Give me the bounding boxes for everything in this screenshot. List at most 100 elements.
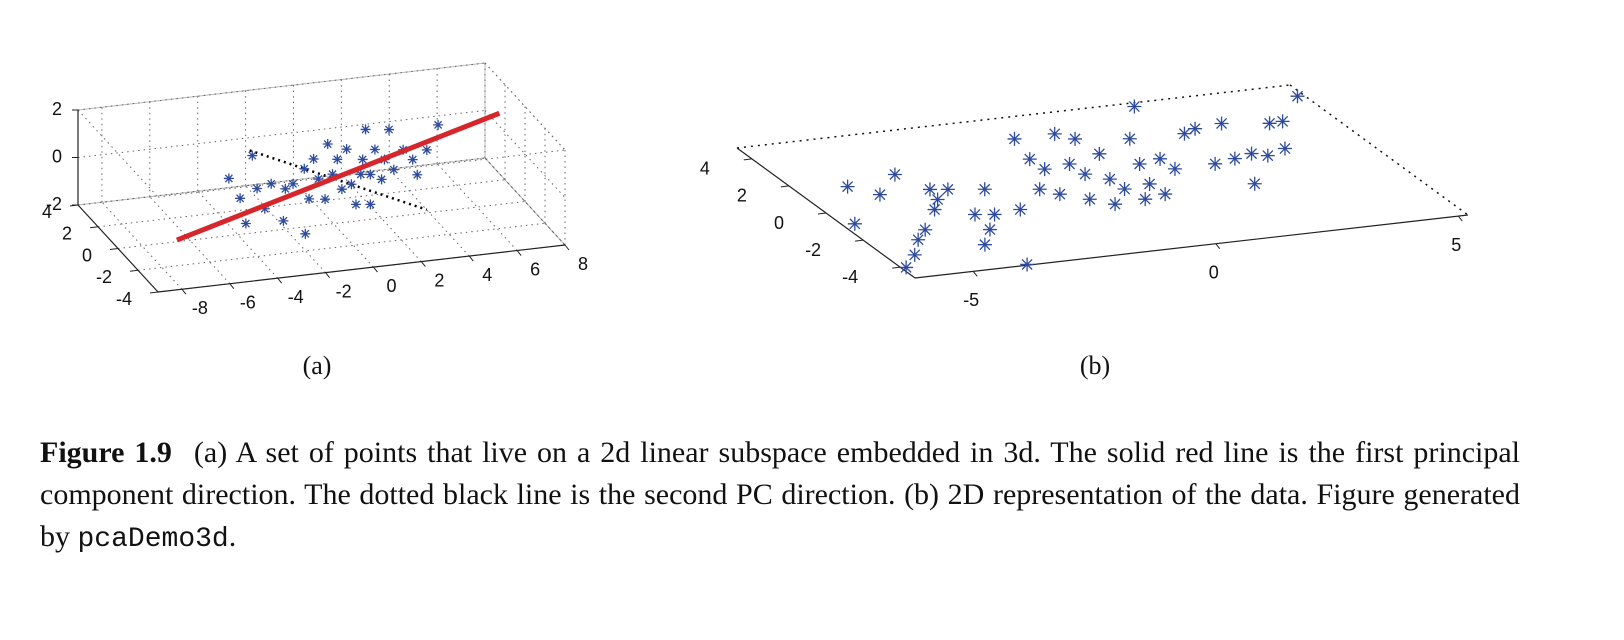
tick-mark bbox=[89, 226, 99, 229]
data-point bbox=[235, 193, 246, 204]
data-point bbox=[278, 215, 289, 226]
data-point bbox=[940, 182, 955, 197]
data-point bbox=[982, 222, 997, 237]
data-point bbox=[977, 237, 992, 252]
tick-mark bbox=[817, 212, 827, 215]
x-tick-label: 8 bbox=[578, 254, 588, 274]
data-point bbox=[1082, 192, 1097, 207]
tick-mark bbox=[972, 271, 978, 277]
data-point bbox=[421, 144, 432, 155]
data-point bbox=[1277, 141, 1292, 156]
data-point bbox=[360, 124, 371, 135]
data-point bbox=[918, 222, 933, 237]
x-tick-label: 5 bbox=[1451, 235, 1461, 255]
y-tick-label: 4 bbox=[700, 159, 710, 179]
second-pc-line bbox=[249, 149, 428, 211]
data-point bbox=[987, 207, 1002, 222]
data-point bbox=[346, 179, 357, 190]
data-point bbox=[332, 154, 343, 165]
data-point bbox=[341, 144, 352, 155]
data-point bbox=[369, 144, 380, 155]
first-pc-line bbox=[175, 110, 501, 243]
x-tick-label: -2 bbox=[336, 281, 352, 301]
y-tick-label: -2 bbox=[96, 267, 112, 287]
grid-line bbox=[101, 201, 183, 290]
tick-mark bbox=[420, 261, 426, 267]
tick-mark bbox=[855, 239, 864, 242]
tick-mark bbox=[109, 248, 119, 250]
data-point bbox=[1007, 131, 1022, 146]
y-tick-label: 4 bbox=[42, 202, 52, 222]
data-point bbox=[299, 163, 310, 174]
data-point bbox=[365, 169, 376, 180]
grid-line bbox=[77, 157, 486, 206]
tick-mark bbox=[1457, 215, 1463, 222]
data-point bbox=[1020, 257, 1035, 272]
data-point bbox=[357, 154, 368, 165]
data-point bbox=[313, 174, 324, 185]
data-point bbox=[1047, 126, 1062, 141]
data-point bbox=[300, 228, 311, 239]
tick-mark bbox=[277, 277, 283, 284]
data-point bbox=[1052, 187, 1067, 202]
tick-mark bbox=[743, 158, 752, 161]
y-tick-label: -4 bbox=[842, 267, 858, 287]
caption-end: . bbox=[228, 520, 237, 553]
data-point bbox=[1117, 182, 1132, 197]
tick-mark bbox=[468, 255, 474, 262]
data-point bbox=[1102, 172, 1117, 187]
data-point bbox=[1167, 161, 1182, 176]
data-point bbox=[1244, 146, 1259, 161]
panel-label: (b) bbox=[1080, 351, 1110, 380]
tick-mark bbox=[892, 266, 901, 269]
data-point bbox=[288, 178, 299, 189]
tick-mark bbox=[564, 244, 570, 251]
data-point bbox=[1227, 151, 1242, 166]
data-point bbox=[1290, 89, 1305, 104]
data-point bbox=[1260, 148, 1275, 163]
x-tick-label: -4 bbox=[288, 287, 304, 307]
data-point bbox=[1153, 151, 1168, 166]
data-point bbox=[376, 174, 387, 185]
data-point bbox=[977, 182, 992, 197]
box-edge bbox=[77, 109, 159, 198]
y-tick-label: 0 bbox=[774, 213, 784, 233]
data-point bbox=[1062, 156, 1077, 171]
data-point bbox=[252, 183, 263, 194]
data-point bbox=[350, 199, 361, 210]
caption-text: (a) A set of points that live on a 2d li… bbox=[40, 436, 1520, 553]
data-point bbox=[320, 194, 331, 205]
data-point bbox=[412, 169, 423, 180]
data-point bbox=[433, 119, 444, 130]
x-tick-label: 6 bbox=[530, 259, 540, 279]
x-tick-label: 2 bbox=[434, 270, 444, 290]
data-point bbox=[840, 179, 855, 194]
tick-mark bbox=[129, 269, 139, 272]
data-point bbox=[911, 232, 926, 247]
data-point bbox=[847, 216, 862, 231]
x-tick-label: 0 bbox=[1209, 262, 1219, 282]
data-point bbox=[1208, 156, 1223, 171]
box-edge bbox=[736, 84, 1291, 149]
data-point bbox=[266, 178, 277, 189]
data-point bbox=[355, 169, 366, 180]
data-point bbox=[1127, 99, 1142, 114]
grid-line bbox=[293, 179, 374, 268]
tick-mark bbox=[516, 250, 522, 256]
data-point bbox=[1214, 116, 1229, 131]
data-point bbox=[247, 150, 258, 161]
data-point bbox=[322, 139, 333, 150]
data-point bbox=[1068, 131, 1083, 146]
x-tick-label: -8 bbox=[192, 298, 208, 318]
tick-mark bbox=[69, 204, 79, 207]
data-point bbox=[967, 207, 982, 222]
tick-mark bbox=[780, 185, 789, 188]
data-point bbox=[887, 167, 902, 182]
data-point bbox=[1262, 116, 1277, 131]
data-point bbox=[1138, 192, 1153, 207]
data-point bbox=[1022, 152, 1037, 167]
caption-code: pcaDemo3d bbox=[77, 524, 229, 555]
data-point bbox=[336, 184, 347, 195]
y-tick-label: 2 bbox=[737, 186, 747, 206]
